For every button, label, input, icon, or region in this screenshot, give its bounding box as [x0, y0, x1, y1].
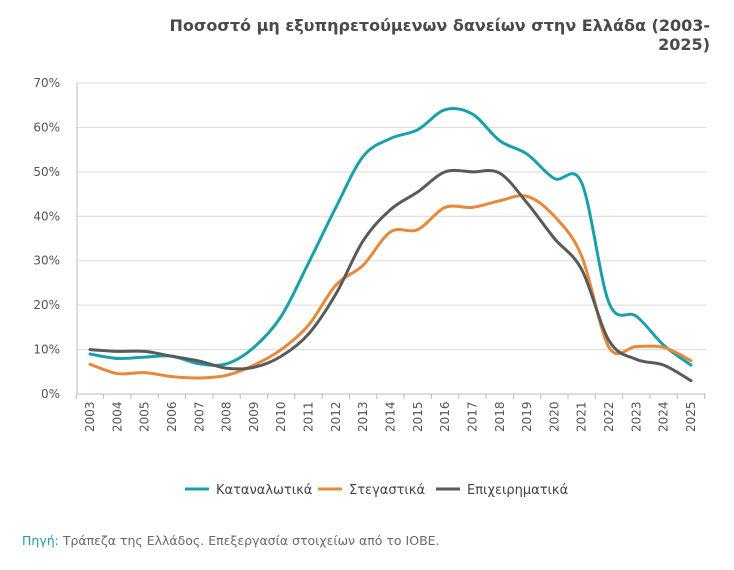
- source-note: Πηγή: Τράπεζα της Ελλάδος. Επεξεργασία σ…: [22, 533, 440, 548]
- x-tick-label: 2015: [411, 401, 425, 432]
- source-text: Τράπεζα της Ελλάδος. Επεξεργασία στοιχεί…: [58, 533, 440, 548]
- x-tick-label: 2020: [547, 401, 561, 432]
- series-line-0: [88, 107, 693, 367]
- series-line-1: [88, 194, 693, 380]
- legend-label: Στεγαστικά: [349, 483, 425, 498]
- x-tick-label: 2017: [465, 401, 479, 432]
- x-tick-label: 2018: [493, 401, 507, 432]
- x-tick-label: 2003: [83, 401, 97, 432]
- y-tick-label: 60%: [33, 120, 60, 134]
- y-tick-label: 70%: [33, 76, 60, 90]
- x-tick-label: 2007: [192, 401, 206, 432]
- x-tick-label: 2023: [629, 401, 643, 432]
- legend-label: Καταναλωτικά: [216, 483, 312, 498]
- x-tick-label: 2004: [110, 401, 124, 432]
- x-tick-label: 2012: [329, 401, 343, 432]
- x-tick-label: 2016: [438, 401, 452, 432]
- x-tick-label: 2009: [247, 401, 261, 432]
- y-tick-label: 20%: [33, 298, 60, 312]
- x-tick-label: 2010: [274, 401, 288, 432]
- y-tick-label: 50%: [33, 165, 60, 179]
- source-label: Πηγή:: [22, 533, 59, 548]
- series-line-2: [88, 168, 693, 383]
- x-tick-label: 2013: [356, 401, 370, 432]
- chart-title: Ποσοστό μη εξυπηρετούμενων δανείων στην …: [169, 16, 710, 54]
- x-tick-label: 2021: [575, 401, 589, 432]
- line-chart: 0% 10% 20% 30% 40% 50% 60% 70% 2003 2004 2005 2006 2…: [33, 76, 706, 498]
- x-tick-label: 2008: [220, 401, 234, 432]
- y-tick-label: 40%: [33, 209, 60, 223]
- x-tick-label: 2022: [602, 401, 616, 432]
- x-tick-label: 2006: [165, 401, 179, 432]
- legend-label: Επιχειρηματικά: [467, 483, 568, 498]
- y-tick-label: 30%: [33, 254, 60, 268]
- y-tick-label: 10%: [33, 343, 60, 357]
- y-tick-label: 0%: [41, 387, 60, 401]
- x-tick-label: 2024: [657, 401, 671, 432]
- x-tick-label: 2014: [384, 401, 398, 432]
- x-tick-label: 2011: [302, 401, 316, 432]
- x-tick-label: 2019: [520, 401, 534, 432]
- x-tick-label: 2025: [684, 401, 698, 432]
- x-tick-label: 2005: [138, 401, 152, 432]
